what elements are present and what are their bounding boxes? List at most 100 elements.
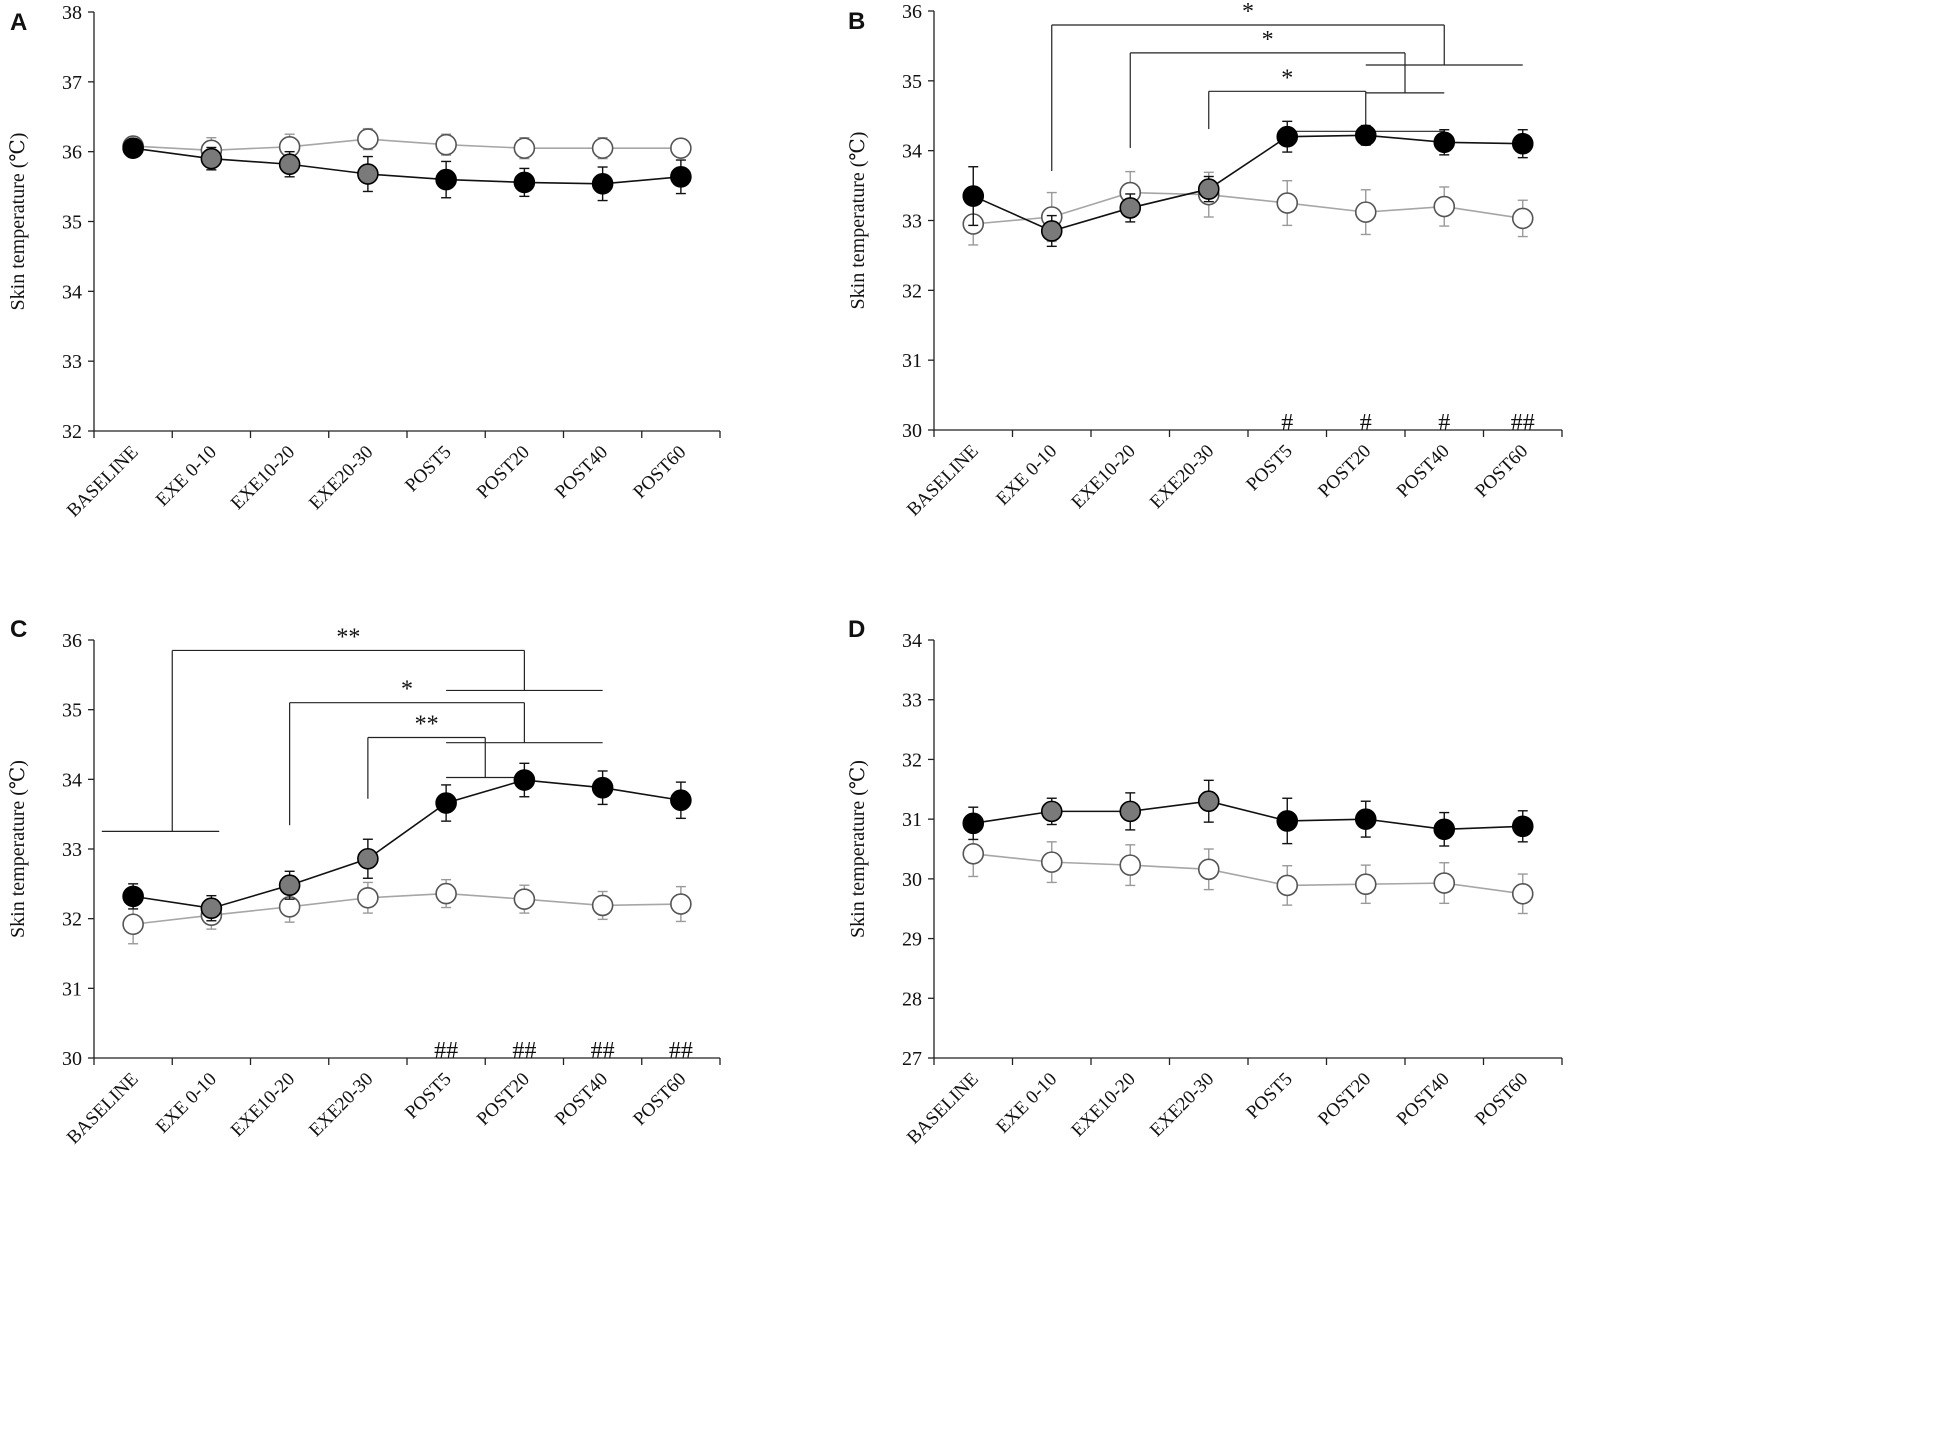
y-tick-label: 33 [62,351,82,373]
data-point [962,812,985,835]
data-point [200,147,223,170]
data-point [513,888,536,910]
x-tick-label: POST5 [401,1069,455,1123]
data-point [670,893,692,915]
data-point [357,128,379,150]
y-tick-label: 36 [902,1,922,23]
x-tick-label: POST60 [629,1069,690,1130]
panel-label: C [10,616,27,643]
series-exercise [122,137,692,202]
significance-star: ** [336,624,360,650]
x-tick-label: BASELINE [903,441,983,521]
data-point [122,137,144,159]
series-exercise [962,120,1534,248]
y-tick-label: 34 [902,630,922,652]
data-point [670,166,692,188]
data-point [278,153,301,176]
data-point [962,185,985,207]
data-point [962,842,985,865]
data-point [1040,851,1063,873]
panel-label: B [848,8,865,35]
x-tick-label: POST40 [551,1069,612,1130]
data-point [1511,132,1534,155]
x-tick-label: EXE20-30 [1146,1069,1218,1141]
x-tick-label: EXE20-30 [305,442,377,514]
y-tick-label: 31 [902,809,922,831]
data-point [1197,858,1220,881]
x-tick-label: POST5 [1242,1069,1296,1123]
hash-annotation: # [1438,410,1450,436]
data-point [1433,872,1456,894]
y-axis-label: Skin temperature (℃) [847,760,869,938]
x-tick-label: POST40 [1393,1069,1454,1130]
y-axis-label: Skin temperature (℃) [7,760,29,938]
significance-bracket: * [1208,65,1445,132]
data-point [278,874,301,897]
y-tick-label: 30 [902,869,922,891]
data-point [1040,800,1063,823]
significance-star: ** [415,712,439,738]
data-point [1354,124,1377,147]
data-point [1276,874,1299,897]
series-control [962,830,1534,915]
y-tick-label: 34 [62,281,82,303]
data-point [513,137,536,159]
data-point [1197,178,1220,200]
data-point [670,789,692,812]
significance-bracket: ** [367,712,525,799]
y-tick-label: 32 [902,749,922,771]
hash-annotation: ## [512,1038,536,1064]
data-point [1276,192,1299,214]
y-tick-label: 32 [902,280,922,302]
data-point [513,171,536,194]
y-tick-label: 35 [902,71,922,93]
y-tick-label: 30 [62,1048,82,1070]
y-tick-label: 30 [902,420,922,442]
y-tick-label: 27 [902,1048,922,1070]
y-tick-label: 33 [62,839,82,861]
significance-star: * [1262,27,1274,53]
x-tick-label: BASELINE [63,1069,143,1149]
series-line-exercise [133,147,681,185]
significance-bracket: * [1129,27,1445,148]
y-tick-label: 33 [902,211,922,233]
series-line-control [973,191,1523,225]
series-line-exercise [133,779,682,910]
y-tick-label: 36 [62,630,82,652]
data-point [1119,800,1142,823]
x-tick-label: EXE20-30 [1146,441,1218,513]
x-tick-label: POST20 [1314,441,1375,502]
data-point [357,847,379,870]
series-line-exercise [973,800,1523,831]
data-point [1276,810,1299,832]
significance-star: * [1281,65,1293,91]
y-tick-label: 35 [62,212,82,234]
significance-bracket: * [1051,0,1523,171]
x-tick-label: EXE20-30 [305,1069,377,1141]
data-point [1433,818,1456,841]
x-tick-label: BASELINE [63,442,143,522]
hash-annotation: ## [669,1038,693,1064]
significance-star: * [1242,0,1254,25]
data-point [435,792,457,814]
panel-label: D [848,616,865,643]
x-tick-label: BASELINE [903,1069,983,1149]
x-tick-label: POST60 [629,442,690,503]
x-tick-label: EXE10-20 [227,1069,299,1141]
x-tick-label: POST20 [473,1069,534,1130]
panel-d: D 27 28 29 30 31 32 33 34 Skin temperature (℃) BAS… [847,616,1563,1149]
panel-b: B 30 31 32 33 34 35 36 Skin temperature (℃) BASEL… [847,0,1563,521]
y-tick-label: 29 [902,929,922,951]
series-exercise [962,779,1534,847]
x-tick-label: EXE10-20 [227,442,299,514]
x-tick-label: POST5 [1242,441,1296,495]
hash-annotation: ## [434,1038,458,1064]
data-point [1040,220,1063,242]
x-tick-label: EXE 0-10 [152,1069,221,1138]
data-point [1433,131,1456,154]
data-point [435,882,457,905]
y-tick-label: 31 [902,350,922,372]
data-point [435,168,457,191]
y-axis-label: Skin temperature (℃) [7,133,29,311]
